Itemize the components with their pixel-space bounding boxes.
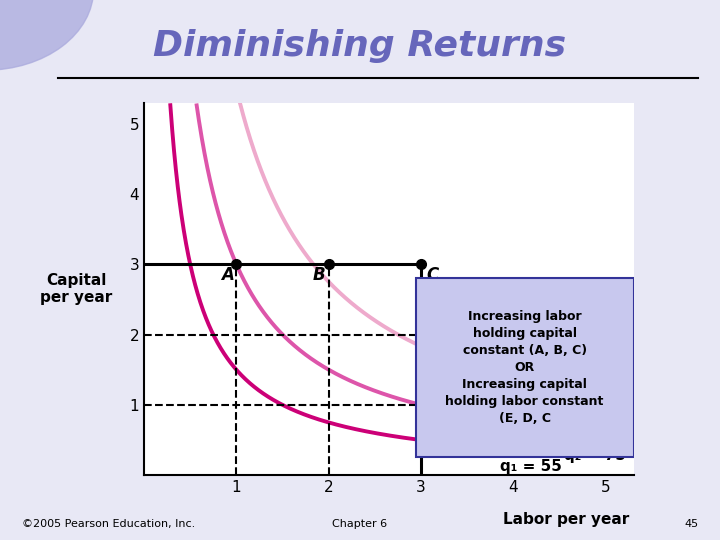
Text: E: E [429, 387, 441, 406]
Text: Chapter 6: Chapter 6 [333, 519, 387, 529]
Y-axis label: Capital
per year: Capital per year [40, 273, 113, 305]
Text: 45: 45 [684, 519, 698, 529]
Text: A: A [220, 266, 233, 284]
Text: Diminishing Returns: Diminishing Returns [153, 29, 567, 63]
Text: Increasing labor
holding capital
constant (A, B, C)
OR
Increasing capital
holdin: Increasing labor holding capital constan… [446, 309, 604, 424]
Text: q₁ = 55: q₁ = 55 [500, 459, 562, 474]
Text: D: D [429, 317, 444, 335]
Text: ©2005 Pearson Education, Inc.: ©2005 Pearson Education, Inc. [22, 519, 195, 529]
Text: q₂ = 75: q₂ = 75 [564, 448, 626, 463]
FancyBboxPatch shape [415, 278, 634, 457]
Text: Labor per year: Labor per year [503, 512, 629, 526]
Text: q₃ = 90: q₃ = 90 [564, 431, 626, 446]
Circle shape [0, 0, 94, 70]
Text: C: C [427, 266, 439, 284]
Text: B: B [313, 266, 325, 284]
